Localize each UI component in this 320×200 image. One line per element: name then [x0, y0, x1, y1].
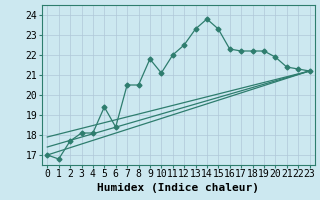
X-axis label: Humidex (Indice chaleur): Humidex (Indice chaleur): [97, 183, 260, 193]
